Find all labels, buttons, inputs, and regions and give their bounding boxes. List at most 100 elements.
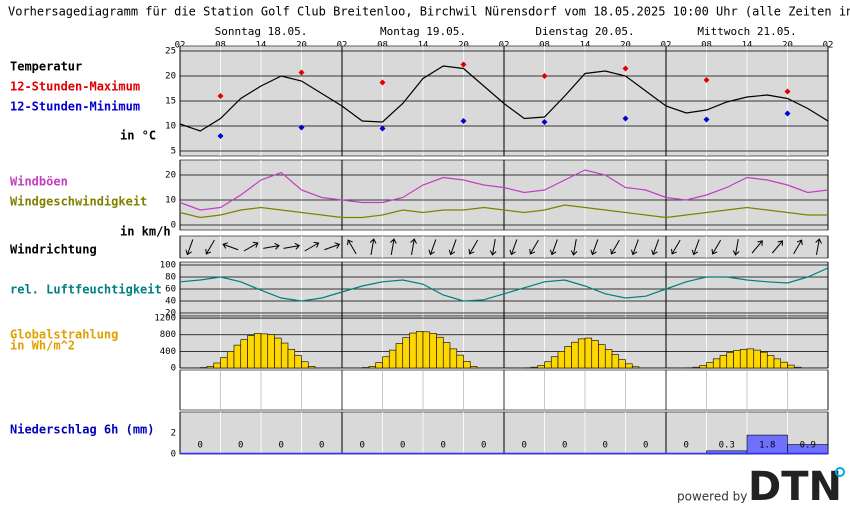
y-tick-label: 0 (171, 364, 176, 374)
x-tick-label: 02 (175, 41, 186, 51)
bar (422, 331, 431, 369)
marker (703, 116, 710, 123)
marker (298, 124, 305, 131)
marker (460, 61, 467, 68)
data-label: 0 (400, 441, 405, 451)
bar (631, 366, 640, 369)
bar (463, 361, 471, 369)
x-tick-label: 08 (215, 41, 226, 51)
bar (449, 348, 458, 369)
y-tick-label: 80 (165, 273, 176, 283)
logo: DTN (748, 464, 842, 510)
wind-arrow (390, 238, 397, 255)
bar (706, 362, 714, 369)
x-tick-label: 08 (539, 41, 550, 51)
data-label: 0 (360, 441, 365, 451)
data-label: 0 (562, 441, 567, 451)
bar (294, 355, 302, 369)
y-tick-label: 20 (165, 72, 176, 82)
x-tick-label: 20 (620, 41, 631, 51)
wind-arrow (751, 240, 763, 254)
x-tick-label: 02 (499, 41, 510, 51)
data-label: 0 (603, 441, 608, 451)
marker (541, 73, 548, 79)
data-label: 0 (481, 441, 486, 451)
bar (530, 366, 539, 369)
line (179, 204, 828, 219)
bar (544, 361, 552, 369)
wind-arrow (468, 239, 479, 255)
y-tick-label: 800 (160, 330, 176, 340)
wind-arrow (410, 238, 417, 255)
wind-arrow (570, 239, 578, 256)
data-label: 0.3 (719, 441, 735, 451)
bar (442, 342, 451, 369)
marker (703, 77, 710, 83)
panel-label: Windrichtung (10, 243, 97, 257)
y-tick-label: 10 (165, 196, 176, 206)
x-tick-label: 02 (661, 41, 672, 51)
marker (460, 118, 467, 124)
bar (415, 331, 424, 369)
data-label: 0 (684, 441, 689, 451)
logo-dot (835, 467, 845, 477)
marker (379, 79, 386, 86)
wind-arrow (489, 239, 497, 256)
bar (577, 338, 586, 369)
marker (379, 125, 386, 132)
bar (429, 333, 437, 369)
data-label: 0 (238, 441, 243, 451)
data-label: 0 (522, 441, 527, 451)
day-label: Montag 19.05. (380, 25, 466, 38)
bar (247, 335, 255, 369)
wind-arrow (369, 238, 377, 255)
x-tick-label: 20 (458, 41, 469, 51)
x-tick-label: 20 (782, 41, 793, 51)
bar (274, 337, 282, 369)
panel-label: in °C (120, 129, 156, 143)
bar (571, 341, 579, 369)
wind-arrow (732, 239, 740, 256)
wind-arrow (590, 239, 599, 256)
bar (220, 357, 228, 369)
bar (368, 366, 377, 369)
y-tick-label: 100 (160, 261, 176, 271)
wind-arrow (651, 239, 660, 256)
wind-arrow (428, 239, 437, 256)
x-tick-label: 02 (823, 41, 834, 51)
bar (213, 362, 221, 369)
x-tick-label: 14 (418, 41, 429, 51)
bar (780, 361, 788, 369)
data-label: 1.8 (759, 441, 775, 451)
y-tick-label: 0 (171, 450, 176, 460)
bar (746, 348, 755, 369)
bar (233, 344, 242, 369)
panel-label: Niederschlag 6h (mm) (10, 423, 155, 437)
x-tick-label: 14 (580, 41, 591, 51)
bar (260, 333, 269, 369)
bar (469, 366, 478, 369)
wind-arrow (283, 242, 301, 250)
marker (541, 119, 548, 125)
y-tick-label: 5 (171, 147, 176, 157)
wind-arrow (347, 239, 357, 255)
bar (618, 359, 626, 369)
y-tick-label: 2 (171, 429, 176, 439)
wind-arrow (509, 239, 518, 256)
wind-arrow (263, 242, 280, 250)
marker (622, 65, 629, 72)
bar (557, 351, 566, 369)
y-tick-label: 1200 (154, 314, 176, 324)
marker (622, 115, 629, 122)
bar (280, 342, 289, 369)
data-label: 0 (198, 441, 203, 451)
wind-arrow (610, 239, 620, 255)
x-tick-label: 08 (377, 41, 388, 51)
wind-arrow (222, 242, 239, 251)
marker (217, 93, 224, 99)
bar (382, 356, 390, 369)
wind-arrow (243, 241, 259, 252)
bar (402, 337, 410, 369)
bar (739, 348, 748, 369)
bar (584, 337, 593, 369)
